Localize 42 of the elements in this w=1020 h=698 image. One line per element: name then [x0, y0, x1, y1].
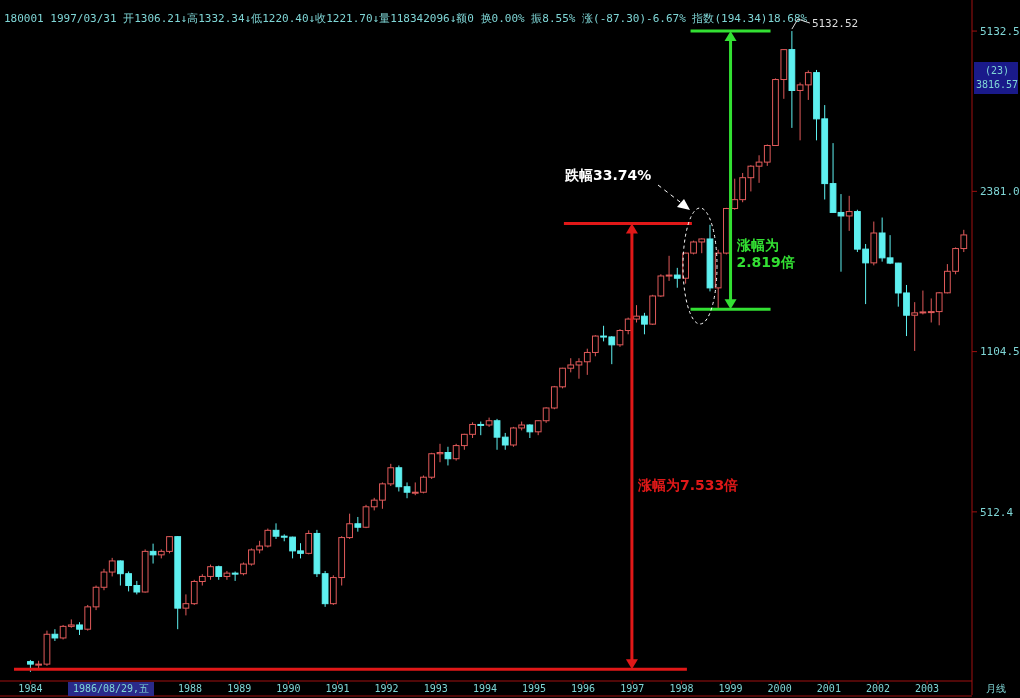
candlestick [182, 593, 190, 616]
x-tick-label: 1991 [325, 683, 350, 694]
x-tick-label: 1997 [620, 683, 645, 694]
annotation: 涨幅为7.533倍 [636, 477, 739, 493]
text: 月线 [986, 683, 1006, 694]
text: (23) 3816.57 [975, 65, 1019, 90]
x-tick-label: 2001 [816, 683, 841, 694]
annotation: 涨幅为 2.819倍 [735, 236, 795, 271]
text: 1986/08/29,五 [72, 683, 150, 694]
candlestick [51, 628, 59, 642]
candlestick [231, 571, 239, 582]
candlestick [641, 312, 648, 335]
x-tick-label: 2000 [767, 683, 792, 694]
x-tick-label: 1998 [669, 683, 694, 694]
candlestick [665, 255, 673, 282]
x-tick-label: 1996 [571, 683, 596, 694]
x-tick-label: 1995 [521, 683, 547, 694]
annotation: 5132.52 [811, 17, 859, 31]
y-tick-label: 2381.0 [980, 185, 1020, 199]
candlestick [84, 604, 92, 632]
candlestick [403, 481, 411, 499]
y-tick-label: 512.4 [980, 505, 1014, 519]
x-tick-label: 1988 [178, 683, 203, 694]
annotation: 跌幅33.74% [564, 167, 652, 183]
y-tick-label: 1104.5 [980, 345, 1020, 359]
x-tick-label: 1989 [227, 683, 252, 694]
x-tick-label: 2003 [915, 683, 940, 694]
x-tick-label: 1993 [423, 683, 448, 694]
x-tick-label: 2002 [865, 683, 891, 694]
y-tick-label: 5132.5 [980, 24, 1020, 38]
candlestick [149, 543, 157, 565]
x-tick-label: 1999 [718, 683, 743, 694]
candlestick [395, 464, 403, 492]
candlestick [845, 195, 853, 232]
x-tick-label: 1990 [276, 683, 301, 694]
x-tick-label: 1994 [472, 683, 497, 694]
text: 180001 1997/03/31 开1306.21↓高1332.34↓低1220.40↓收1221.70↓量118342096↓额0 换0.00% 振8.55% 涨(-87.30)-6.67% 指数(194.34)18.68% [4, 12, 808, 25]
candlestick [673, 267, 681, 289]
x-tick-label: 1992 [374, 683, 399, 694]
candlestick [444, 446, 452, 466]
candlestick [305, 529, 313, 555]
x-tick-label: 1984 [18, 683, 43, 694]
